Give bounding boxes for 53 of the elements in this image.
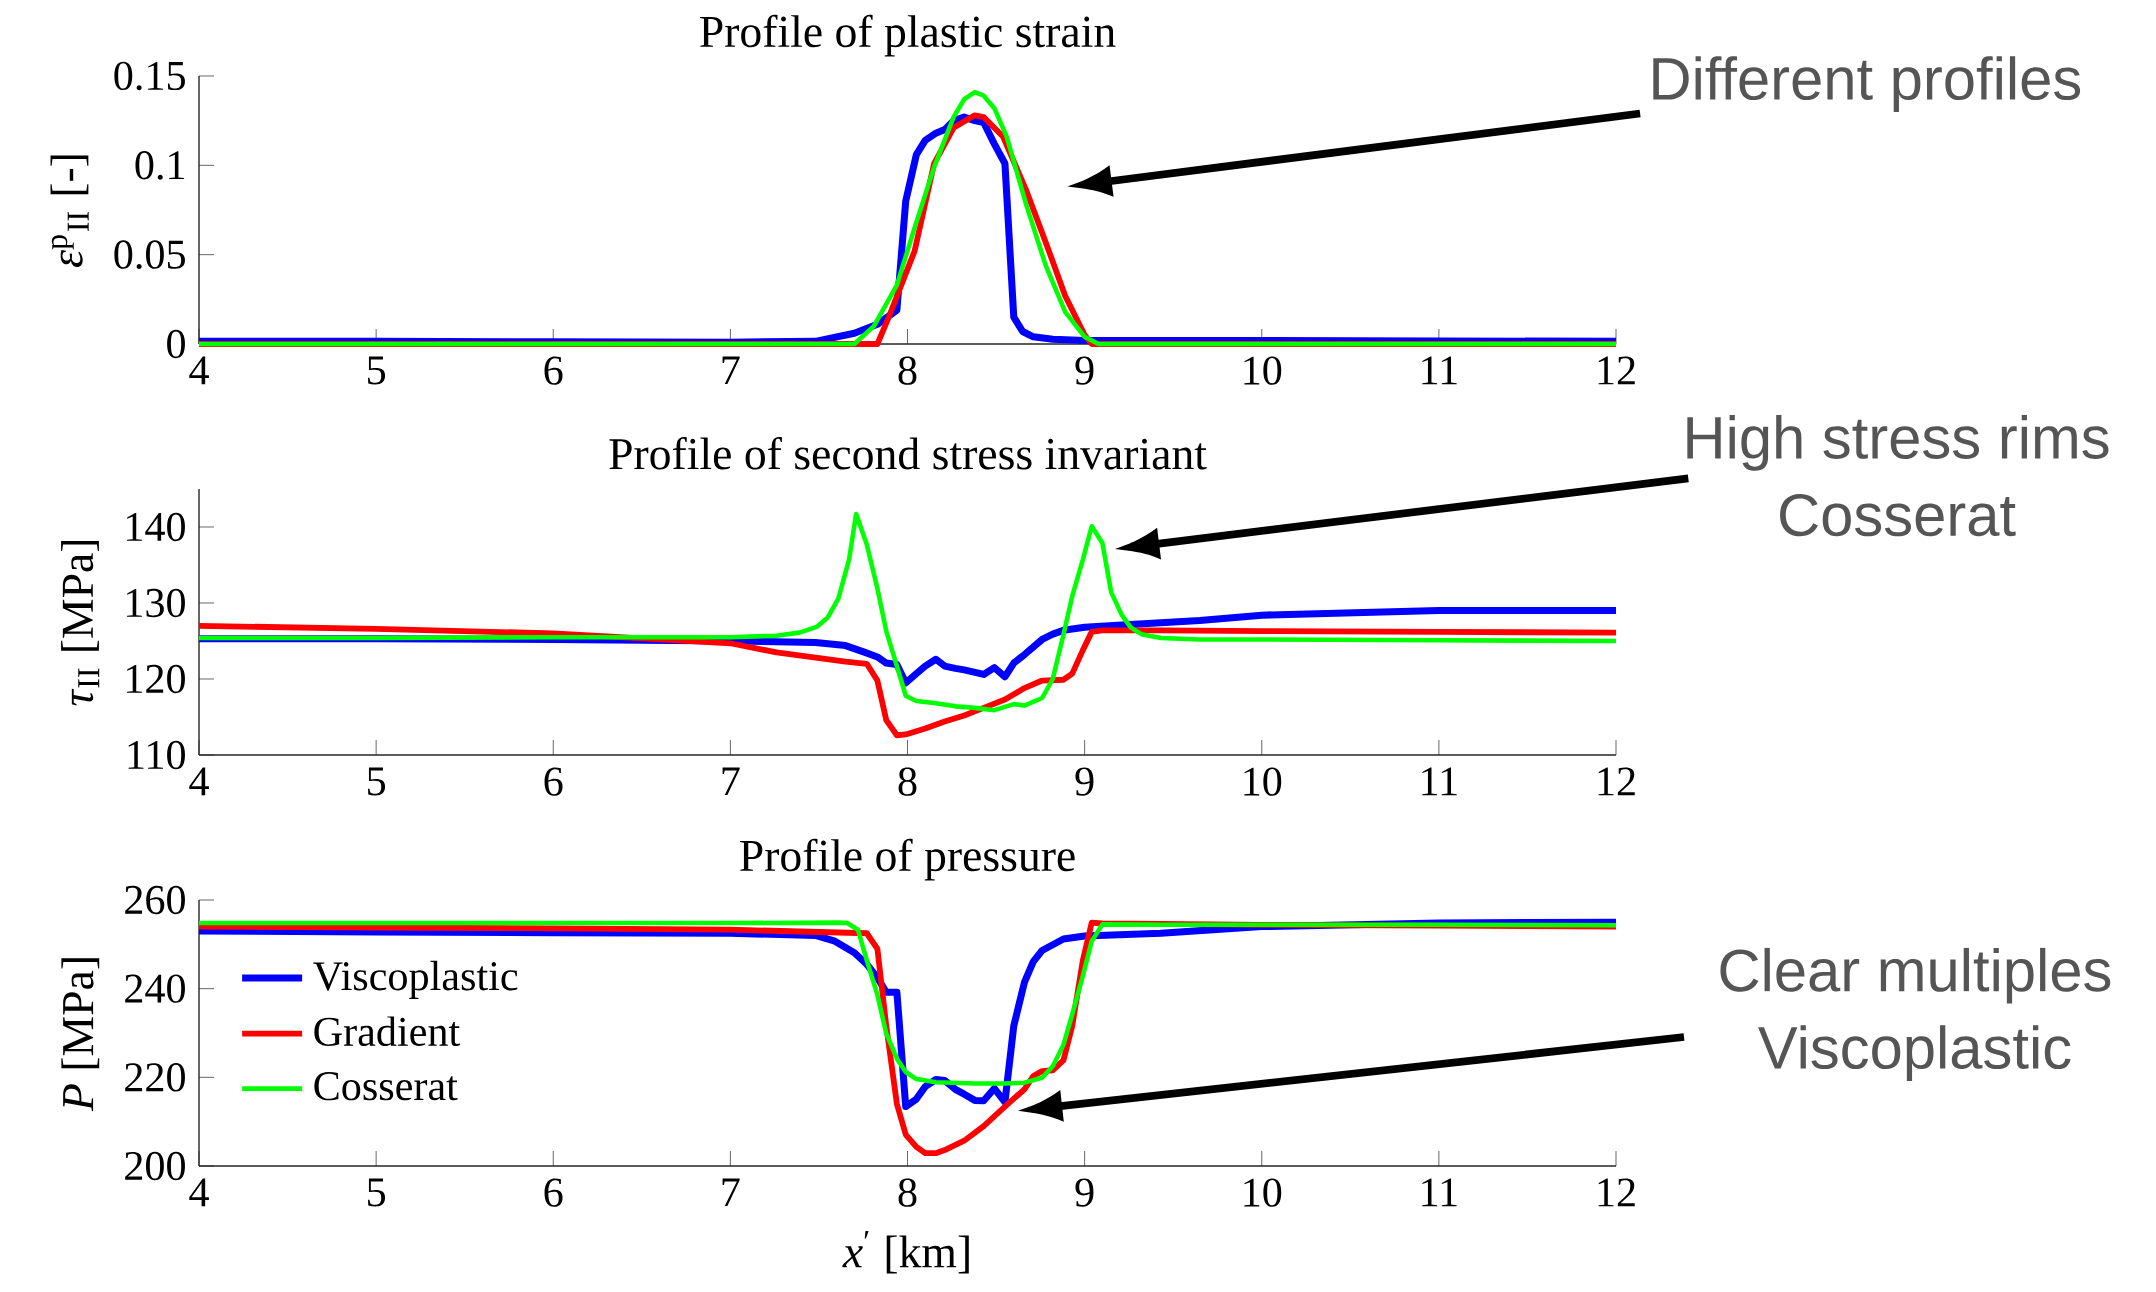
line-series: [196, 511, 1619, 713]
legend-label: Gradient: [314, 1016, 460, 1047]
x-axis-title: x$^{′}$ [km]: [842, 1231, 969, 1274]
x-tick-label: 12: [1598, 1178, 1635, 1207]
x-tick-label: 5: [368, 356, 386, 385]
y-tick-label: 220: [125, 1063, 185, 1092]
y-tick-label: 0.05: [114, 240, 185, 269]
text: Different profiles: [1653, 56, 2081, 112]
x-tick-label: 9: [1075, 356, 1094, 385]
chart-title: Profile of plastic strain: [700, 14, 1116, 57]
legend-label: Viscoplastic: [313, 960, 518, 1000]
y-tick-label: 260: [125, 885, 185, 915]
x-tick-label: 7: [722, 767, 740, 796]
y-tick-label: 0.15: [114, 61, 185, 91]
x-tick-label: 5: [368, 767, 386, 796]
y-tick-label: 0: [167, 329, 185, 359]
y-axis-title: P [MPa]: [61, 958, 100, 1112]
x-tick-label: 10: [1244, 767, 1282, 796]
x-tick-label: 12: [1598, 356, 1635, 385]
chart-title: Profile of second stress invariant: [609, 436, 1207, 470]
y-tick-label: 140: [127, 512, 185, 542]
y-tick-label: 200: [125, 1151, 185, 1181]
legend-label: Cosserat: [314, 1072, 458, 1101]
text: Clear multiples Viscoplastic: [1720, 947, 2111, 1081]
x-tick-label: 4: [189, 1178, 209, 1207]
x-tick-label: 6: [544, 1178, 563, 1207]
x-tick-label: 8: [898, 1178, 917, 1207]
x-tick-label: 6: [544, 767, 563, 796]
x-tick-label: 11: [1422, 356, 1457, 385]
x-tick-label: 11: [1422, 767, 1457, 796]
x-tick-label: 7: [722, 356, 740, 385]
y-tick-label: 0.1: [135, 151, 185, 180]
x-tick-label: 6: [544, 356, 563, 385]
x-tick-label: 9: [1075, 767, 1094, 796]
y-tick-label: 120: [127, 664, 185, 694]
x-tick-label: 8: [898, 767, 917, 796]
x-tick-label: 7: [722, 1178, 740, 1207]
y-tick-label: 130: [127, 588, 185, 618]
y-axis-title: τ$_{II}$ [MPa]: [61, 540, 100, 706]
chart-title: Profile of pressure: [740, 838, 1075, 881]
x-tick-label: 5: [368, 1178, 386, 1207]
y-tick-label: 110: [128, 740, 185, 770]
x-tick-label: 4: [189, 356, 209, 385]
y-axis-title: ε$^{p}$$_{II}$ [-]: [50, 155, 89, 267]
y-tick-label: 240: [125, 974, 185, 1003]
x-tick-label: 10: [1244, 1178, 1282, 1207]
x-tick-label: 4: [189, 767, 209, 796]
x-tick-label: 12: [1598, 767, 1635, 796]
text: High stress rims Cosserat: [1687, 415, 2109, 537]
x-tick-label: 8: [898, 356, 917, 385]
x-tick-label: 10: [1244, 356, 1282, 385]
x-tick-label: 11: [1422, 1178, 1457, 1207]
x-tick-label: 9: [1075, 1178, 1094, 1207]
